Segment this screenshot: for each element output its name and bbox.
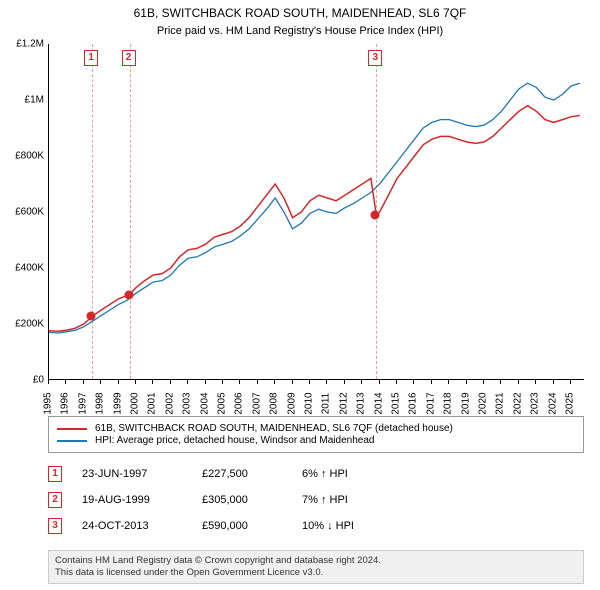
sale-price: £227,500 [202,468,282,480]
x-axis-label: 2005 [217,392,228,414]
x-axis-label: 2024 [547,392,558,414]
legend-box: 61B, SWITCHBACK ROAD SOUTH, MAIDENHEAD, … [48,416,584,453]
sale-marker-box: 3 [368,50,382,66]
y-axis-label: £1.2M [4,39,44,50]
x-axis-label: 2019 [460,392,471,414]
chart-title: 61B, SWITCHBACK ROAD SOUTH, MAIDENHEAD, … [0,0,600,38]
sale-row: 2 19-AUG-1999 £305,000 7% ↑ HPI [48,492,584,508]
x-axis-label: 2021 [495,392,506,414]
x-axis-label: 1999 [112,392,123,414]
x-axis-label: 2017 [425,392,436,414]
x-axis-label: 1995 [43,392,54,414]
x-axis-label: 2007 [251,392,262,414]
x-axis-label: 2011 [321,393,332,415]
x-axis-label: 2013 [356,392,367,414]
legend-label-hpi: HPI: Average price, detached house, Wind… [95,435,374,446]
sale-marker-dot [371,210,380,219]
sale-row: 3 24-OCT-2013 £590,000 10% ↓ HPI [48,518,584,534]
x-axis-label: 2014 [373,392,384,414]
x-axis-label: 2009 [286,392,297,414]
sale-marker-dot [124,290,133,299]
x-axis-label: 2023 [530,392,541,414]
x-axis-label: 2008 [269,392,280,414]
attribution-line1: Contains HM Land Registry data © Crown c… [55,555,577,567]
x-axis-label: 2010 [304,392,315,414]
sale-date: 24-OCT-2013 [82,520,182,532]
x-axis-label: 2015 [391,392,402,414]
sale-vline [92,44,93,379]
sale-date: 19-AUG-1999 [82,494,182,506]
sale-row-marker: 1 [48,466,62,482]
sale-row: 1 23-JUN-1997 £227,500 6% ↑ HPI [48,466,584,482]
sale-price: £590,000 [202,520,282,532]
x-axis-label: 1998 [95,392,106,414]
x-axis-label: 2001 [147,392,158,414]
y-axis-label: £0 [4,375,44,386]
legend-row-hpi: HPI: Average price, detached house, Wind… [57,435,575,446]
x-axis-label: 1996 [60,392,71,414]
x-axis-label: 2012 [338,392,349,414]
sale-date: 23-JUN-1997 [82,468,182,480]
sale-vline [130,44,131,379]
attribution-line2: This data is licensed under the Open Gov… [55,567,577,579]
attribution-box: Contains HM Land Registry data © Crown c… [48,550,584,584]
sale-diff: 7% ↑ HPI [302,494,392,506]
legend-swatch-property [57,428,87,430]
x-axis-label: 2003 [182,392,193,414]
sale-diff: 10% ↓ HPI [302,520,392,532]
legend-row-property: 61B, SWITCHBACK ROAD SOUTH, MAIDENHEAD, … [57,423,575,434]
sale-marker-box: 1 [84,50,98,66]
x-axis-label: 1997 [77,392,88,414]
legend-label-property: 61B, SWITCHBACK ROAD SOUTH, MAIDENHEAD, … [95,423,453,434]
x-axis-label: 2000 [130,392,141,414]
x-axis-label: 2025 [565,392,576,414]
x-axis-label: 2018 [443,392,454,414]
y-axis-label: £600K [4,207,44,218]
sale-marker-box: 2 [122,50,136,66]
y-axis-label: £400K [4,263,44,274]
y-axis-label: £200K [4,319,44,330]
sale-row-marker: 3 [48,518,62,534]
y-axis-label: £800K [4,151,44,162]
x-axis-label: 2020 [478,392,489,414]
legend-swatch-hpi [57,440,87,442]
chart-container: 61B, SWITCHBACK ROAD SOUTH, MAIDENHEAD, … [0,0,600,590]
title-line1: 61B, SWITCHBACK ROAD SOUTH, MAIDENHEAD, … [0,6,600,22]
x-axis-label: 2016 [408,392,419,414]
x-axis-label: 2006 [234,392,245,414]
title-line2: Price paid vs. HM Land Registry's House … [0,24,600,38]
y-axis-label: £1M [4,95,44,106]
sale-diff: 6% ↑ HPI [302,468,392,480]
x-axis-label: 2004 [199,392,210,414]
sale-marker-dot [87,312,96,321]
sale-row-marker: 2 [48,492,62,508]
x-axis-label: 2002 [164,392,175,414]
plot-area [48,44,584,380]
sale-price: £305,000 [202,494,282,506]
x-axis-label: 2022 [512,392,523,414]
